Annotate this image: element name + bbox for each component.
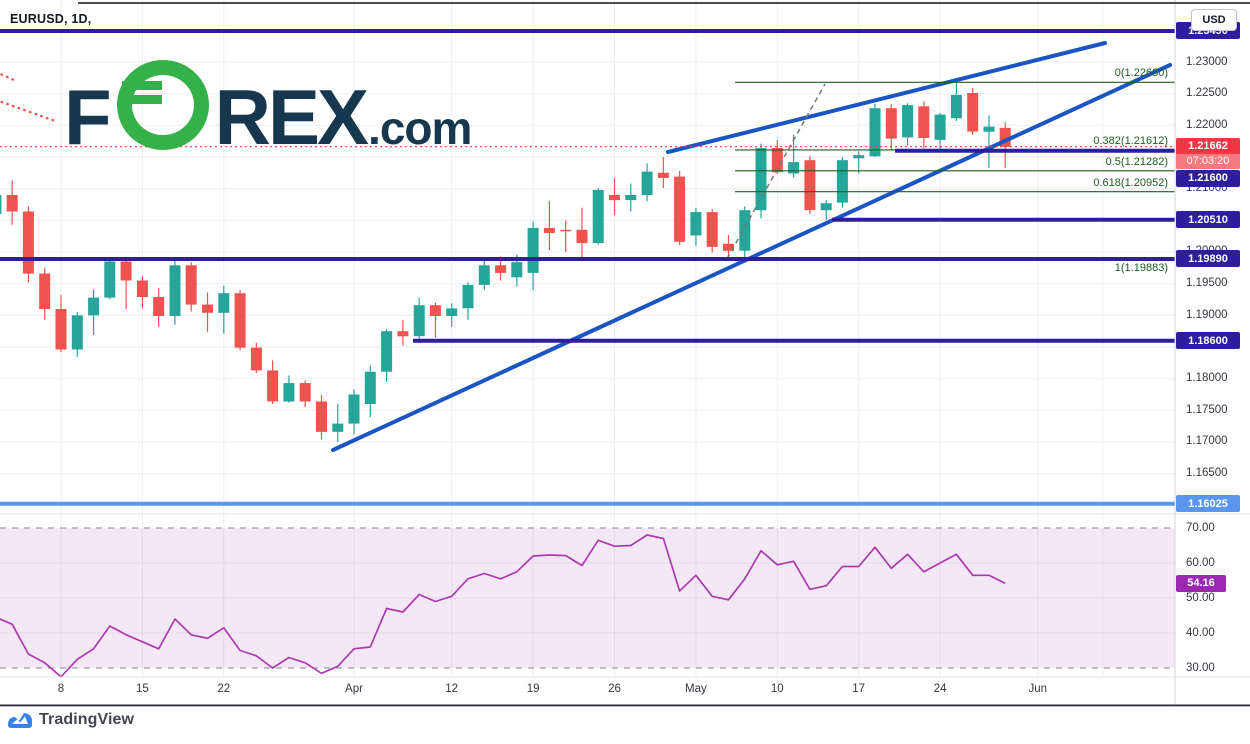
- candle-body: [576, 229, 588, 244]
- symbol-title[interactable]: EURUSD, 1D,: [10, 12, 92, 26]
- candle-body: [674, 176, 686, 242]
- candle-body: [527, 227, 539, 273]
- candle-body: [218, 293, 230, 313]
- forex-logo-letter-f: F: [64, 73, 112, 161]
- candle-body: [299, 383, 311, 402]
- candle-body: [592, 189, 604, 244]
- candle-body: [22, 211, 34, 274]
- candle-body: [723, 243, 734, 251]
- candle-body: [283, 383, 295, 402]
- candle-body: [332, 423, 344, 432]
- candle-body: [918, 106, 930, 138]
- forex-logo-dot-com: .com: [368, 102, 472, 154]
- tradingview-mountain-icon: [8, 713, 32, 728]
- candle-body: [381, 331, 393, 372]
- candle-body: [950, 94, 962, 119]
- candle-body: [543, 227, 555, 233]
- candle-body: [739, 210, 751, 251]
- rsi-band: [0, 528, 1175, 668]
- candle-body: [267, 370, 279, 402]
- candle-body: [185, 265, 197, 305]
- euro-o-icon: [116, 60, 209, 150]
- candle-body: [967, 93, 979, 132]
- candle-body: [609, 195, 620, 201]
- candle-body: [6, 195, 18, 212]
- candle-body: [820, 203, 832, 211]
- candle-body: [495, 265, 507, 273]
- candle-body: [804, 160, 816, 211]
- candle-body: [853, 155, 865, 159]
- candle-body: [250, 347, 262, 371]
- candle-body: [462, 284, 474, 309]
- candle-body: [39, 273, 51, 309]
- tradingview-logo[interactable]: TradingView: [7, 711, 134, 729]
- candle-body: [202, 304, 213, 313]
- trendline: [666, 41, 1107, 154]
- candle-body: [690, 212, 702, 236]
- dotted-red-trend-remnant: [0, 100, 60, 124]
- candle-body: [641, 171, 653, 195]
- candle-body: [71, 315, 83, 350]
- candle-body: [788, 162, 800, 174]
- candle-body: [983, 126, 995, 132]
- candle-body: [348, 394, 360, 424]
- candle-body: [364, 371, 376, 404]
- candle-body: [104, 261, 116, 298]
- forex-logo-letters-rex: REX: [214, 73, 369, 161]
- rsi-line: [0, 534, 1006, 678]
- candle-body: [560, 229, 572, 232]
- candle-body: [446, 308, 458, 316]
- candle-body: [771, 148, 783, 173]
- candle-body: [153, 297, 165, 316]
- dotted-red-trend-remnant: [0, 72, 16, 82]
- candle-body: [836, 160, 848, 203]
- candle-body: [755, 148, 767, 211]
- candle-body: [88, 297, 100, 316]
- candle-body: [706, 212, 718, 247]
- candle-body: [169, 265, 181, 316]
- candle-body: [136, 280, 148, 297]
- candle-body: [55, 309, 67, 350]
- forex-com-watermark: F REX .com: [64, 60, 472, 161]
- tradingview-wordmark: TradingView: [39, 711, 135, 728]
- candle-body: [934, 114, 946, 140]
- fib-base-dashed-line: [726, 83, 826, 260]
- top-border-line: [78, 2, 1250, 4]
- candle-body: [885, 108, 897, 139]
- candle-body: [657, 172, 669, 178]
- candle-body: [120, 261, 132, 281]
- widget-bottom-border: [0, 704, 1250, 707]
- candles-layer: [0, 82, 1011, 442]
- currency-usd-button[interactable]: USD: [1191, 9, 1237, 31]
- candle-body: [397, 331, 409, 337]
- candle-body: [234, 293, 246, 348]
- candle-body: [625, 195, 637, 201]
- candle-body: [316, 401, 327, 432]
- candle-body: [869, 108, 881, 157]
- candle-body: [478, 265, 490, 285]
- candle-body: [511, 262, 523, 278]
- candle-body: [999, 127, 1011, 147]
- candle-body: [413, 305, 425, 337]
- candle-body: [429, 305, 441, 316]
- candle-body: [902, 105, 914, 138]
- candle-body: [0, 195, 2, 214]
